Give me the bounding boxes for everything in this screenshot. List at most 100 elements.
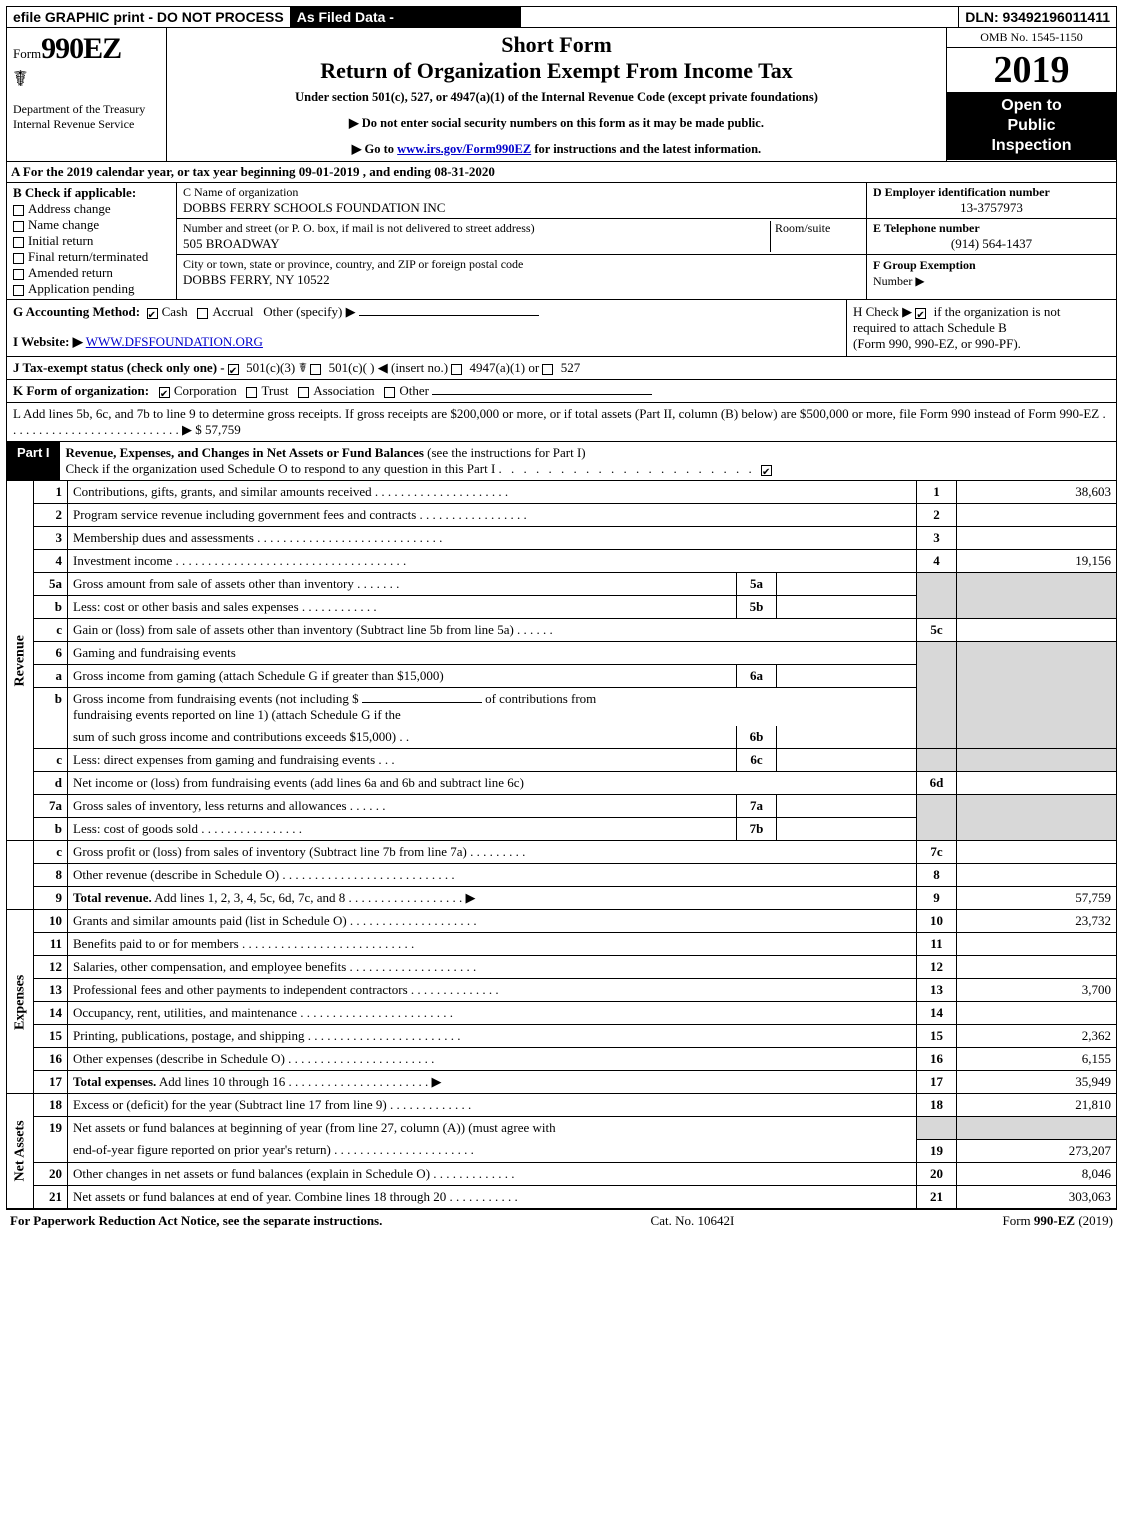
- b-item-1: Name change: [28, 217, 99, 232]
- l3-val: [957, 527, 1117, 550]
- phone: (914) 564-1437: [873, 236, 1110, 252]
- goto-link[interactable]: www.irs.gov/Form990EZ: [397, 142, 531, 156]
- l15-desc: Printing, publications, postage, and shi…: [68, 1025, 917, 1048]
- irs-label: Internal Revenue Service: [13, 117, 160, 132]
- org-street: 505 BROADWAY: [183, 236, 770, 252]
- l7ab-shade-box: [917, 795, 957, 841]
- l11-desc: Benefits paid to or for members . . . . …: [68, 933, 917, 956]
- chk-application-pending[interactable]: [13, 285, 24, 296]
- l7a-desc: Gross sales of inventory, less returns a…: [68, 795, 737, 818]
- l21-box: 21: [917, 1185, 957, 1208]
- chk-501c3[interactable]: [228, 364, 239, 375]
- l19-desc1: Net assets or fund balances at beginning…: [68, 1117, 917, 1140]
- line-k: K Form of organization: Corporation Trus…: [6, 380, 1117, 403]
- l18-desc: Excess or (deficit) for the year (Subtra…: [68, 1094, 917, 1117]
- part1-tag: Part I: [7, 442, 60, 480]
- side-expenses: Expenses: [7, 910, 34, 1094]
- l18-box: 18: [917, 1094, 957, 1117]
- j-c-open: 501(c)( ) ◀ (insert no.): [325, 360, 451, 375]
- l3-desc: Membership dues and assessments . . . . …: [68, 527, 917, 550]
- chk-assoc[interactable]: [298, 387, 309, 398]
- b-label: B Check if applicable:: [13, 185, 170, 201]
- form-prefix: Form: [13, 46, 41, 61]
- footer-right-a: Form: [1002, 1213, 1033, 1228]
- chk-cash[interactable]: [147, 308, 158, 319]
- k-corp: Corporation: [174, 383, 237, 398]
- l6c-shade-box: [917, 749, 957, 772]
- h-line1a: H Check ▶: [853, 304, 915, 319]
- website-link[interactable]: WWW.DFSFOUNDATION.ORG: [86, 334, 263, 349]
- l6d-desc: Net income or (loss) from fundraising ev…: [68, 772, 917, 795]
- l6a-desc: Gross income from gaming (attach Schedul…: [68, 665, 737, 688]
- l6b-desc1: Gross income from fundraising events (no…: [73, 691, 359, 706]
- l6b-desc3: fundraising events reported on line 1) (…: [73, 707, 401, 722]
- l12-desc: Salaries, other compensation, and employ…: [68, 956, 917, 979]
- l6b-no: b: [34, 688, 68, 749]
- chk-trust[interactable]: [246, 387, 257, 398]
- l9-box: 9: [917, 887, 957, 910]
- l7ab-shade-val: [957, 795, 1117, 841]
- line-l: L Add lines 5b, 6c, and 7b to line 9 to …: [6, 403, 1117, 442]
- chk-501c[interactable]: [310, 364, 321, 375]
- l4-no: 4: [34, 550, 68, 573]
- chk-part1-schedule-o[interactable]: [761, 465, 772, 476]
- ssn-note: ▶ Do not enter social security numbers o…: [175, 115, 938, 131]
- l10-box: 10: [917, 910, 957, 933]
- chk-527[interactable]: [542, 364, 553, 375]
- chk-address-change[interactable]: [13, 205, 24, 216]
- side-revenue: Revenue: [7, 481, 34, 841]
- l6b-blank[interactable]: [362, 702, 482, 703]
- l12-no: 12: [34, 956, 68, 979]
- chk-accrual[interactable]: [197, 308, 208, 319]
- header-mid: Short Form Return of Organization Exempt…: [167, 28, 946, 161]
- schedule-o-icon[interactable]: ☤: [298, 360, 307, 375]
- b-item-3: Final return/terminated: [28, 249, 148, 264]
- l9-no: 9: [34, 887, 68, 910]
- open2: Public: [949, 116, 1114, 136]
- k-assoc: Association: [313, 383, 374, 398]
- footer: For Paperwork Reduction Act Notice, see …: [6, 1209, 1117, 1232]
- chk-name-change[interactable]: [13, 221, 24, 232]
- j-c3: 501(c)(3): [243, 360, 295, 375]
- chk-4947[interactable]: [451, 364, 462, 375]
- return-title: Return of Organization Exempt From Incom…: [175, 58, 938, 84]
- l17-val: 35,949: [957, 1071, 1117, 1094]
- footer-left: For Paperwork Reduction Act Notice, see …: [10, 1213, 382, 1229]
- chk-h[interactable]: [915, 308, 926, 319]
- l12-box: 12: [917, 956, 957, 979]
- l5c-no: c: [34, 619, 68, 642]
- l13-no: 13: [34, 979, 68, 1002]
- l14-no: 14: [34, 1002, 68, 1025]
- chk-final-return[interactable]: [13, 253, 24, 264]
- l5a-midval: [777, 573, 917, 596]
- chk-other[interactable]: [384, 387, 395, 398]
- l14-box: 14: [917, 1002, 957, 1025]
- l3-box: 3: [917, 527, 957, 550]
- l7a-no: 7a: [34, 795, 68, 818]
- asfiled-label: As Filed Data -: [291, 7, 401, 27]
- b-item-0: Address change: [28, 201, 111, 216]
- l17-no: 17: [34, 1071, 68, 1094]
- l1-desc: Contributions, gifts, grants, and simila…: [68, 481, 917, 504]
- l5a-desc: Gross amount from sale of assets other t…: [68, 573, 737, 596]
- room-label: Room/suite: [770, 221, 860, 252]
- l5a-mid: 5a: [737, 573, 777, 596]
- l6b-desc2: of contributions from: [485, 691, 596, 706]
- f-label: F Group Exemption: [873, 258, 976, 272]
- addr-label: Number and street (or P. O. box, if mail…: [183, 221, 770, 236]
- l6-shade-box: [917, 642, 957, 749]
- l5c-val: [957, 619, 1117, 642]
- open1: Open to: [949, 96, 1114, 116]
- l5b-desc: Less: cost or other basis and sales expe…: [68, 596, 737, 619]
- h-line1b: if the organization is not: [934, 304, 1061, 319]
- l6c-no: c: [34, 749, 68, 772]
- k-other-blank[interactable]: [432, 394, 652, 395]
- chk-corp[interactable]: [159, 387, 170, 398]
- omb-number: OMB No. 1545-1150: [947, 28, 1116, 48]
- form-number: 990EZ: [41, 32, 121, 65]
- chk-initial-return[interactable]: [13, 237, 24, 248]
- k-other: Other: [399, 383, 429, 398]
- chk-amended-return[interactable]: [13, 269, 24, 280]
- g-other-blank[interactable]: [359, 315, 539, 316]
- l3-no: 3: [34, 527, 68, 550]
